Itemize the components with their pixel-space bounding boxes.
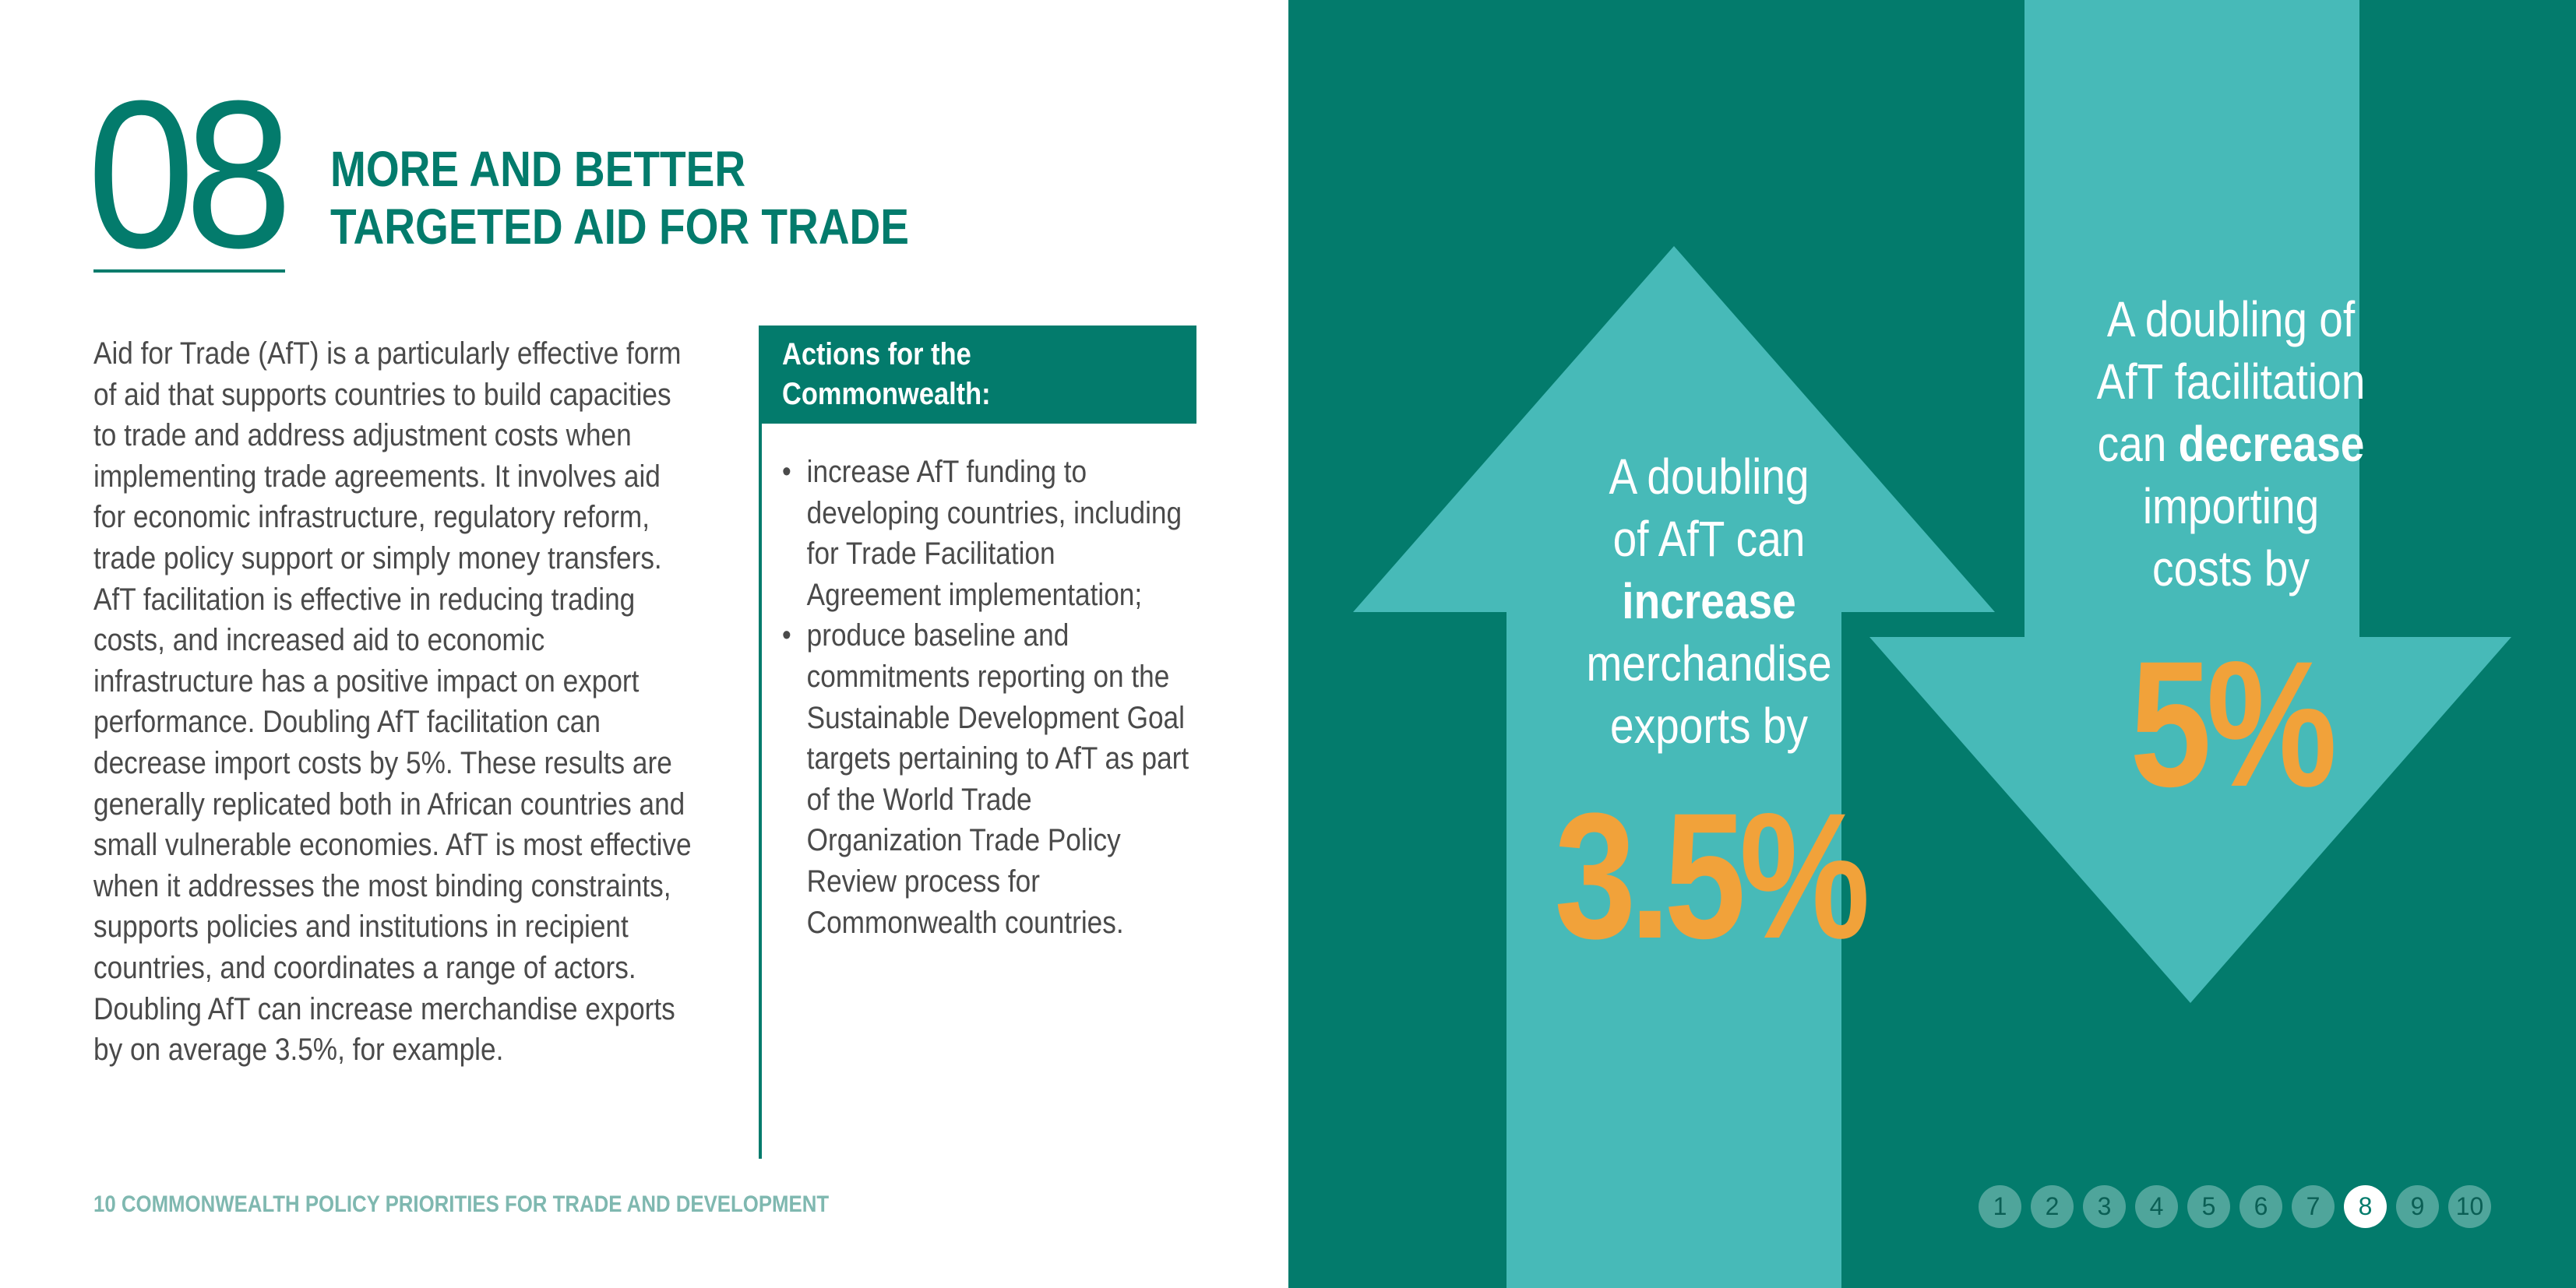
up-percentage: 3.5% (1554, 776, 1869, 976)
down-text-line: costs by (2152, 540, 2310, 596)
page-link-3[interactable]: 3 (2083, 1185, 2126, 1228)
down-text-line: importing (2142, 478, 2320, 534)
page-link-8[interactable]: 8 (2344, 1185, 2387, 1228)
down-text-emphasis-line: can decrease (2056, 413, 2405, 475)
left-page: 08 MORE AND BETTER TARGETED AID FOR TRAD… (87, 58, 1196, 1217)
section-title: MORE AND BETTER TARGETED AID FOR TRADE (330, 141, 910, 255)
down-text-pre: can (2097, 416, 2179, 472)
up-text-line: merchandise (1586, 635, 1832, 692)
up-text-line: exports by (1610, 698, 1808, 754)
section-number: 08 (87, 58, 292, 292)
page-link-2[interactable]: 2 (2031, 1185, 2074, 1228)
page-link-10[interactable]: 10 (2448, 1185, 2491, 1228)
page-link-4[interactable]: 4 (2135, 1185, 2178, 1228)
down-text-line: A doubling of (2106, 291, 2356, 347)
down-emphasis-word: decrease (2178, 416, 2365, 472)
page-link-5[interactable]: 5 (2187, 1185, 2230, 1228)
up-text-emphasis: increase (1535, 570, 1883, 632)
arrows-graphic (1353, 0, 2511, 1288)
down-percentage: 5% (2130, 624, 2337, 824)
page-link-7[interactable]: 7 (2292, 1185, 2335, 1228)
actions-list: • increase AfT funding to developing coun… (782, 452, 1193, 943)
section-number-underline (93, 269, 285, 273)
up-arrow-head (1353, 246, 1995, 612)
actions-header-box: Actions for the Commonwealth: (759, 326, 1196, 424)
action-item-text: produce baseline and commitments reporti… (806, 618, 1189, 940)
bullet-icon: • (782, 456, 791, 488)
down-arrow-shaft (2025, 0, 2359, 639)
page-link-6[interactable]: 6 (2239, 1185, 2282, 1228)
action-item-text: increase AfT funding to developing count… (806, 455, 1182, 612)
page-navigation: 1 2 3 4 5 6 7 8 9 10 (1979, 1185, 2491, 1228)
down-arrow-head (1869, 637, 2511, 1003)
page-link-1[interactable]: 1 (1979, 1185, 2021, 1228)
page-link-9[interactable]: 9 (2396, 1185, 2439, 1228)
up-arrow-text: A doubling of AfT can increase merchandi… (1535, 445, 1883, 757)
down-text-line: AfT facilitation (2096, 354, 2366, 410)
body-paragraph: Aid for Trade (AfT) is a particularly ef… (93, 336, 692, 1068)
up-text-line: of AfT can (1612, 511, 1806, 567)
actions-title: Actions for the Commonwealth: (782, 337, 991, 411)
down-arrow-text: A doubling of AfT facilitation can decre… (2056, 288, 2405, 600)
up-text-line: A doubling (1609, 449, 1810, 505)
bullet-icon: • (782, 619, 791, 653)
up-emphasis-word: increase (1622, 573, 1796, 629)
action-item: • increase AfT funding to developing coun… (782, 452, 1193, 615)
right-page-infographic: A doubling of AfT can increase merchandi… (1288, 0, 2576, 1288)
up-arrow-shaft (1506, 611, 1841, 1288)
footer-text: 10 COMMONWEALTH POLICY PRIORITIES FOR TR… (93, 1191, 830, 1217)
action-item: • produce baseline and commitments report… (782, 615, 1193, 943)
actions-divider (759, 326, 762, 1159)
